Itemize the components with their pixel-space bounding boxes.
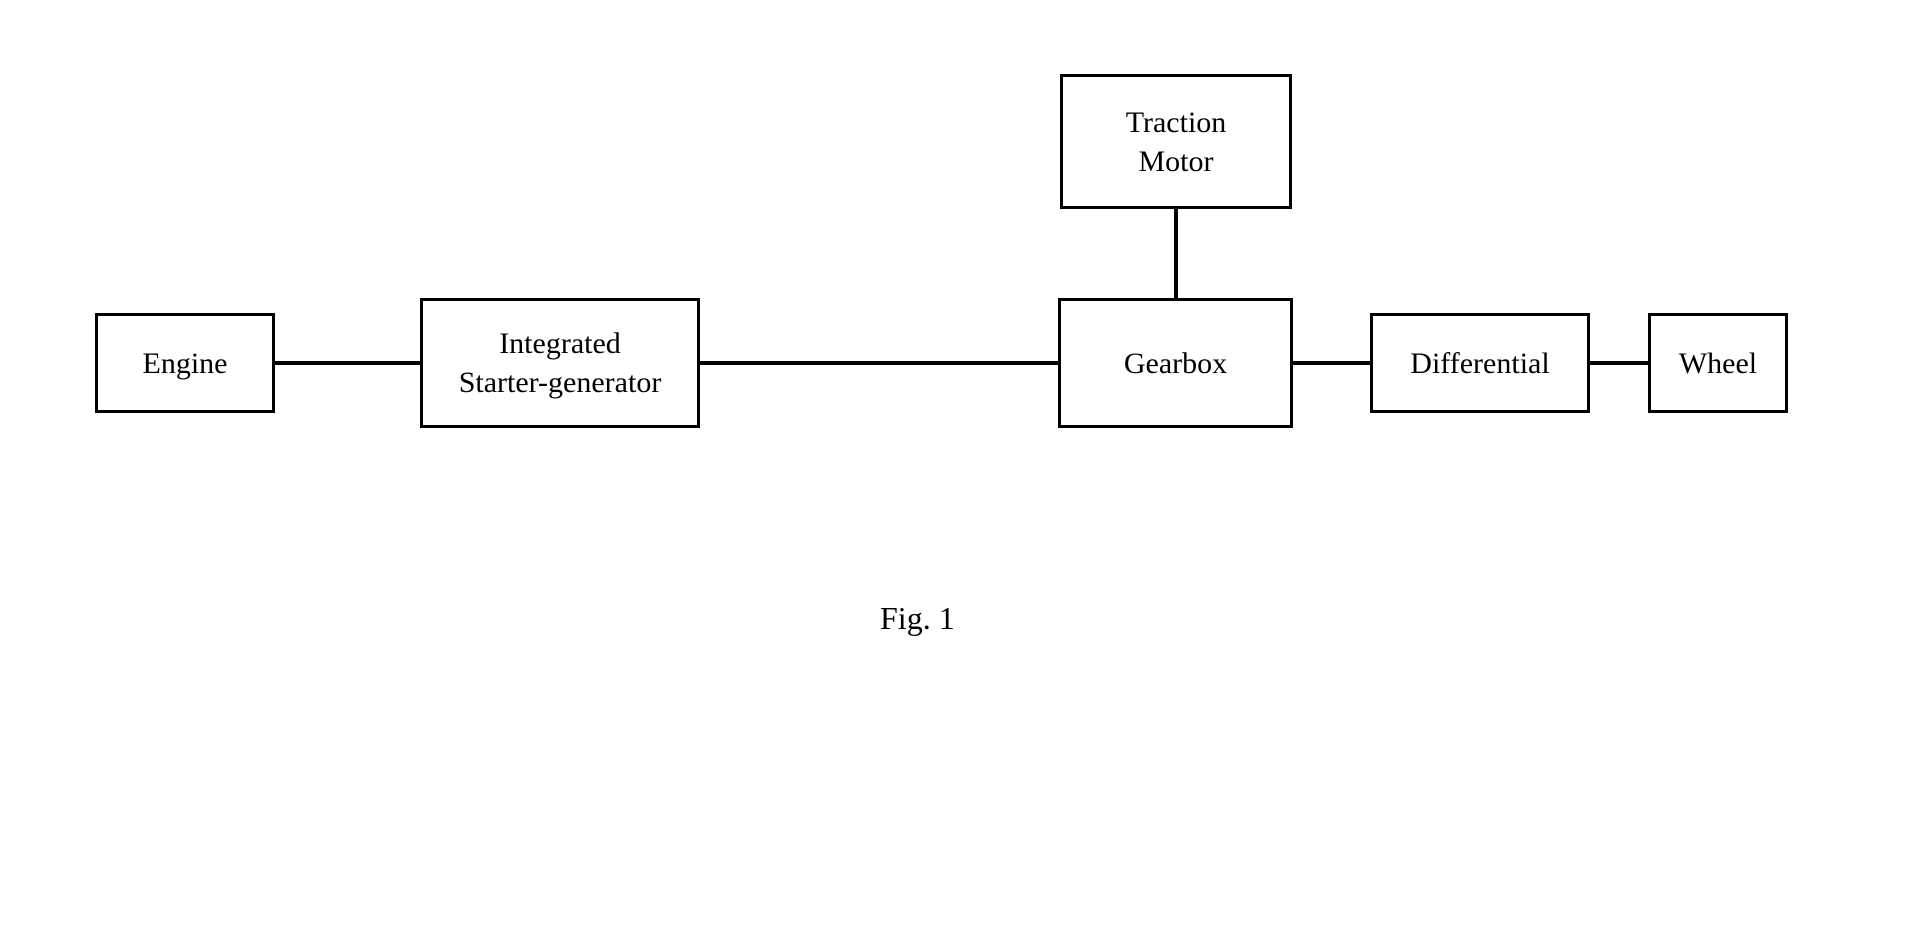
edge-engine-isg: [275, 361, 420, 365]
node-isg: Integrated Starter-generator: [420, 298, 700, 428]
node-isg-label-line2: Starter-generator: [459, 363, 662, 402]
node-wheel-label: Wheel: [1679, 344, 1757, 383]
figure-caption: Fig. 1: [880, 600, 955, 637]
figure-caption-text: Fig. 1: [880, 600, 955, 636]
node-gearbox-label: Gearbox: [1124, 344, 1227, 383]
edge-gearbox-differential: [1293, 361, 1370, 365]
node-traction: Traction Motor: [1060, 74, 1292, 209]
node-traction-label-line1: Traction: [1126, 103, 1227, 142]
node-traction-label-line2: Motor: [1139, 142, 1214, 181]
edge-differential-wheel: [1590, 361, 1648, 365]
node-engine: Engine: [95, 313, 275, 413]
node-differential: Differential: [1370, 313, 1590, 413]
node-engine-label: Engine: [143, 344, 228, 383]
edge-isg-gearbox: [700, 361, 1058, 365]
node-gearbox: Gearbox: [1058, 298, 1293, 428]
edge-traction-gearbox: [1174, 209, 1178, 298]
node-wheel: Wheel: [1648, 313, 1788, 413]
node-differential-label: Differential: [1410, 344, 1549, 383]
node-isg-label-line1: Integrated: [499, 324, 621, 363]
